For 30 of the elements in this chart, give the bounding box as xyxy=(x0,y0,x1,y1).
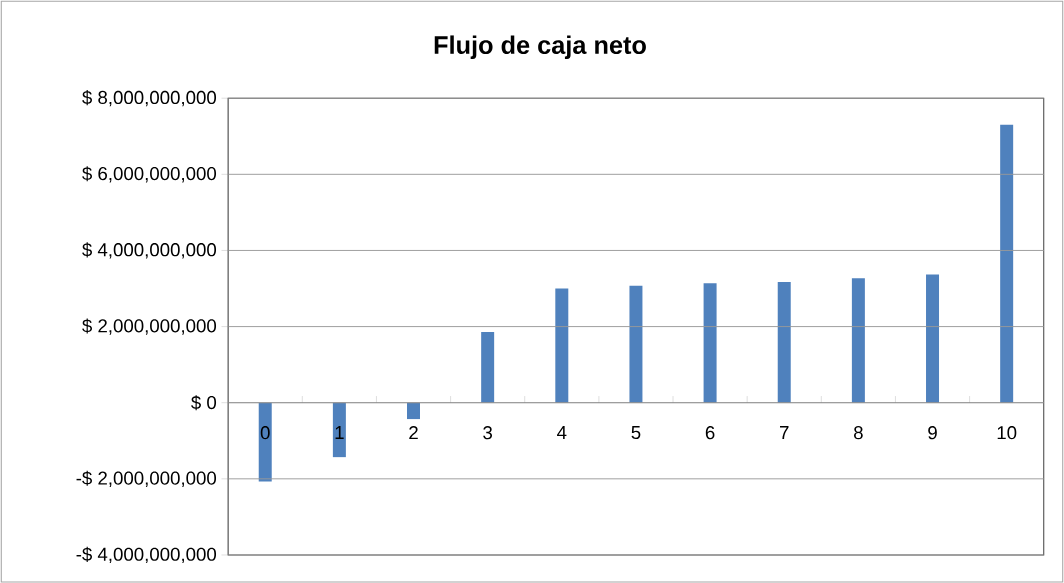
y-tick-label: $ 8,000,000,000 xyxy=(82,89,217,107)
x-tick-label: 6 xyxy=(705,425,715,440)
bar xyxy=(926,274,940,403)
x-tick-label: 4 xyxy=(557,425,567,439)
bar xyxy=(629,285,643,403)
y-tick-label: $ 0 xyxy=(191,395,217,411)
x-tick-label: 1 xyxy=(335,425,344,439)
y-tick-label: $ 2,000,000,000 xyxy=(82,318,217,335)
bar xyxy=(258,402,272,482)
bar xyxy=(407,402,421,419)
bar xyxy=(777,281,791,403)
bar xyxy=(332,402,346,458)
y-tick-label: $ 4,000,000,000 xyxy=(82,242,217,259)
y-tick-label: -$ 4,000,000,000 xyxy=(76,546,217,563)
bar xyxy=(1000,124,1014,403)
y-tick-label: $ 6,000,000,000 xyxy=(82,166,217,183)
x-tick-label: 7 xyxy=(780,425,789,439)
x-tick-label: 8 xyxy=(854,425,863,440)
x-tick-label: 3 xyxy=(483,425,493,440)
y-tick-label: -$ 2,000,000,000 xyxy=(76,470,217,487)
x-tick-label: 10 xyxy=(997,425,1017,440)
x-tick-label: 0 xyxy=(260,425,270,440)
bar xyxy=(481,331,495,403)
x-tick-label: 2 xyxy=(409,425,418,439)
chart-title: Flujo de caja neto xyxy=(434,35,646,59)
bar xyxy=(555,288,569,403)
x-tick-label: 5 xyxy=(631,425,641,439)
bar xyxy=(703,283,717,403)
x-tick-label: 9 xyxy=(928,425,937,440)
bar xyxy=(851,278,865,403)
